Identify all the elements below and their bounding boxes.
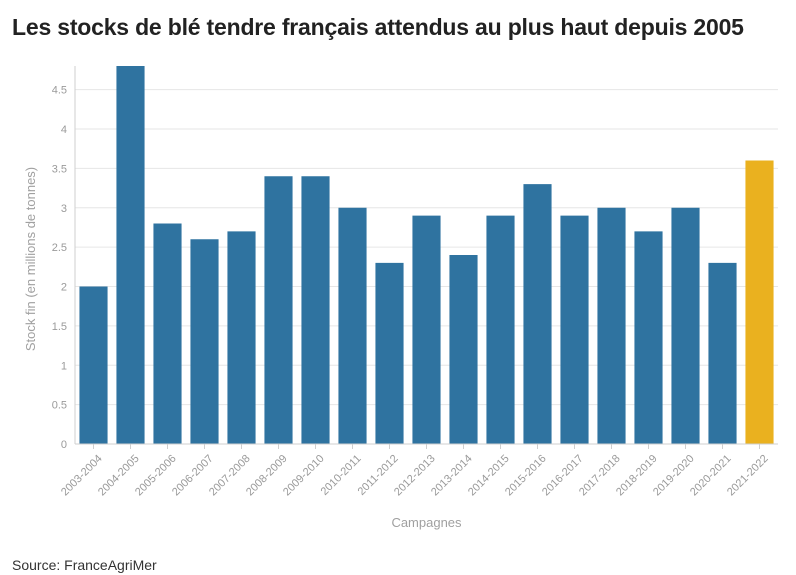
chart-title: Les stocks de blé tendre français attend… [12,14,744,40]
y-tick-label: 1 [61,360,67,372]
y-tick-label: 4 [61,124,67,136]
y-tick-label: 4.5 [52,85,67,97]
bar-2009-2010 [301,176,330,444]
y-tick-label: 2 [61,282,67,294]
bar-2020-2021 [708,262,737,444]
y-tick-label: 3 [61,203,67,215]
y-tick-label: 1.5 [52,321,67,333]
y-tick-label: 0 [61,439,67,451]
bar-2011-2012 [375,262,404,444]
bars [79,66,774,444]
source-note: Source: FranceAgriMer [12,557,157,573]
bar-2010-2011 [338,207,367,444]
y-axis-ticks: 0 0.5 1 1.5 2 2.5 3 3.5 4 4.5 [52,85,67,451]
bar-2017-2018 [597,207,626,444]
bar-2004-2005 [116,66,145,444]
bar-2008-2009 [264,176,293,444]
y-tick-label: 0.5 [52,400,67,412]
y-tick-label: 2.5 [52,242,67,254]
bar-2021-2022 [745,160,774,444]
bar-2018-2019 [634,231,663,444]
bar-2005-2006 [153,223,182,444]
bar-2003-2004 [79,286,108,444]
x-axis-ticks: 2003-20042004-20052005-20062006-20072007… [59,444,771,498]
bar-2019-2020 [671,207,700,444]
bar-2007-2008 [227,231,256,444]
x-axis-label: Campagnes [391,515,462,530]
bar-2015-2016 [523,184,552,444]
y-axis-label: Stock fin (en millions de tonnes) [23,167,38,351]
y-tick-label: 3.5 [52,163,67,175]
bar-2016-2017 [560,215,589,444]
bar-2006-2007 [190,239,219,444]
bar-2013-2014 [449,255,478,444]
bar-2012-2013 [412,215,441,444]
bar-2014-2015 [486,215,515,444]
